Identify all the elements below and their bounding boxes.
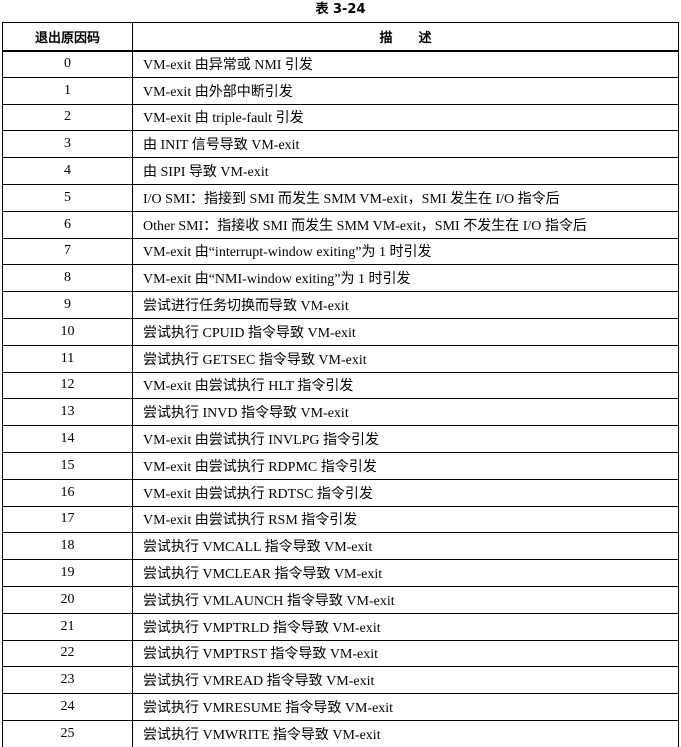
exit-reason-code-cell: 2	[2, 103, 133, 132]
table-row: 24 尝试执行 VMRESUME 指令导致 VM-exit	[2, 693, 679, 721]
description-cell: 尝试执行 VMREAD 指令导致 VM-exit	[132, 666, 679, 695]
exit-reason-code-cell: 10	[2, 317, 133, 346]
table-row: 11 尝试执行 GETSEC 指令导致 VM-exit	[2, 344, 679, 373]
description-cell: 由 INIT 信号导致 VM-exit	[132, 130, 679, 159]
description-cell: 尝试进行任务切换而导致 VM-exit	[132, 291, 679, 319]
description-cell: 由 SIPI 导致 VM-exit	[132, 157, 679, 185]
table-row: 0 VM-exit 由异常或 NMI 引发	[2, 50, 679, 78]
exit-reason-code-cell: 18	[2, 532, 133, 561]
table-caption: 表 3-24	[315, 2, 366, 17]
exit-reason-code-cell: 12	[2, 371, 133, 400]
exit-reason-code-cell: 15	[2, 451, 133, 480]
exit-reason-code-cell: 11	[2, 344, 133, 373]
description-cell: I/O SMI：指接到 SMI 而发生 SMM VM-exit，SMI 发生在 …	[132, 183, 679, 212]
exit-reason-code-cell: 6	[2, 210, 133, 239]
description-cell: VM-exit 由尝试执行 RDTSC 指令引发	[132, 478, 679, 507]
description-cell: 尝试执行 VMCALL 指令导致 VM-exit	[132, 532, 679, 561]
description-cell: VM-exit 由“interrupt-window exiting”为 1 时…	[132, 237, 679, 266]
exit-reason-code-cell: 16	[2, 478, 133, 507]
exit-reason-code-cell: 14	[2, 425, 133, 453]
table-row: 21 尝试执行 VMPTRLD 指令导致 VM-exit	[2, 612, 679, 641]
description-cell: 尝试执行 INVD 指令导致 VM-exit	[132, 398, 679, 427]
table-row: 7 VM-exit 由“interrupt-window exiting”为 1 …	[2, 237, 679, 266]
exit-reason-code-cell: 17	[2, 505, 133, 534]
exit-reason-code-cell: 22	[2, 639, 133, 668]
exit-reason-code-cell: 3	[2, 130, 133, 159]
table-row: 9 尝试进行任务切换而导致 VM-exit	[2, 291, 679, 319]
table-row: 18 尝试执行 VMCALL 指令导致 VM-exit	[2, 532, 679, 561]
table-row: 2 VM-exit 由 triple-fault 引发	[2, 103, 679, 132]
table-row: 23 尝试执行 VMREAD 指令导致 VM-exit	[2, 666, 679, 695]
table-row: 25 尝试执行 VMWRITE 指令导致 VM-exit	[2, 719, 679, 747]
exit-reason-code-cell: 25	[2, 719, 133, 747]
exit-reason-code-cell: 19	[2, 559, 133, 587]
description-cell: 尝试执行 VMWRITE 指令导致 VM-exit	[132, 719, 679, 747]
description-cell: Other SMI：指接收 SMI 而发生 SMM VM-exit，SMI 不发…	[132, 210, 679, 239]
description-cell: 尝试执行 VMPTRLD 指令导致 VM-exit	[132, 612, 679, 641]
header-description: 描 述	[132, 22, 679, 51]
exit-reason-code-cell: 4	[2, 157, 133, 185]
exit-reason-code-cell: 21	[2, 612, 133, 641]
table-row: 1 VM-exit 由外部中断引发	[2, 76, 679, 105]
exit-reason-code-cell: 1	[2, 76, 133, 105]
table-body: 0 VM-exit 由异常或 NMI 引发 1 VM-exit 由外部中断引发 2 VM-…	[2, 50, 679, 747]
description-cell: 尝试执行 VMPTRST 指令导致 VM-exit	[132, 639, 679, 668]
description-cell: VM-exit 由尝试执行 HLT 指令引发	[132, 371, 679, 400]
table-row: 13 尝试执行 INVD 指令导致 VM-exit	[2, 398, 679, 427]
table-row: 19 尝试执行 VMCLEAR 指令导致 VM-exit	[2, 559, 679, 587]
description-cell: 尝试执行 VMRESUME 指令导致 VM-exit	[132, 693, 679, 721]
exit-reason-code-cell: 9	[2, 291, 133, 319]
table-row: 16 VM-exit 由尝试执行 RDTSC 指令引发	[2, 478, 679, 507]
exit-reason-code-cell: 7	[2, 237, 133, 266]
exit-reason-code-cell: 0	[2, 50, 133, 78]
exit-reason-table: 退出原因码 描 述 0 VM-exit 由异常或 NMI 引发 1 VM-exit 由…	[2, 22, 679, 747]
description-cell: VM-exit 由 triple-fault 引发	[132, 103, 679, 132]
description-cell: VM-exit 由尝试执行 INVLPG 指令引发	[132, 425, 679, 453]
description-cell: 尝试执行 VMLAUNCH 指令导致 VM-exit	[132, 585, 679, 614]
description-cell: 尝试执行 VMCLEAR 指令导致 VM-exit	[132, 559, 679, 587]
description-cell: 尝试执行 CPUID 指令导致 VM-exit	[132, 317, 679, 346]
table-row: 8 VM-exit 由“NMI-window exiting”为 1 时引发	[2, 264, 679, 293]
table-header-row: 退出原因码 描 述	[2, 22, 679, 51]
description-cell: VM-exit 由外部中断引发	[132, 76, 679, 105]
description-cell: VM-exit 由尝试执行 RSM 指令引发	[132, 505, 679, 534]
header-exit-reason-code: 退出原因码	[2, 22, 133, 51]
exit-reason-code-cell: 24	[2, 693, 133, 721]
table-row: 20 尝试执行 VMLAUNCH 指令导致 VM-exit	[2, 585, 679, 614]
description-cell: VM-exit 由异常或 NMI 引发	[132, 50, 679, 78]
table-row: 17 VM-exit 由尝试执行 RSM 指令引发	[2, 505, 679, 534]
description-cell: VM-exit 由尝试执行 RDPMC 指令引发	[132, 451, 679, 480]
exit-reason-code-cell: 8	[2, 264, 133, 293]
exit-reason-code-cell: 13	[2, 398, 133, 427]
table-row: 6 Other SMI：指接收 SMI 而发生 SMM VM-exit，SMI 不…	[2, 210, 679, 239]
table-row: 22 尝试执行 VMPTRST 指令导致 VM-exit	[2, 639, 679, 668]
table-row: 12 VM-exit 由尝试执行 HLT 指令引发	[2, 371, 679, 400]
description-cell: 尝试执行 GETSEC 指令导致 VM-exit	[132, 344, 679, 373]
table-row: 10 尝试执行 CPUID 指令导致 VM-exit	[2, 317, 679, 346]
exit-reason-code-cell: 23	[2, 666, 133, 695]
description-cell: VM-exit 由“NMI-window exiting”为 1 时引发	[132, 264, 679, 293]
table-row: 15 VM-exit 由尝试执行 RDPMC 指令引发	[2, 451, 679, 480]
table-row: 14 VM-exit 由尝试执行 INVLPG 指令引发	[2, 425, 679, 453]
exit-reason-code-cell: 5	[2, 183, 133, 212]
exit-reason-code-cell: 20	[2, 585, 133, 614]
table-row: 5 I/O SMI：指接到 SMI 而发生 SMM VM-exit，SMI 发生在…	[2, 183, 679, 212]
